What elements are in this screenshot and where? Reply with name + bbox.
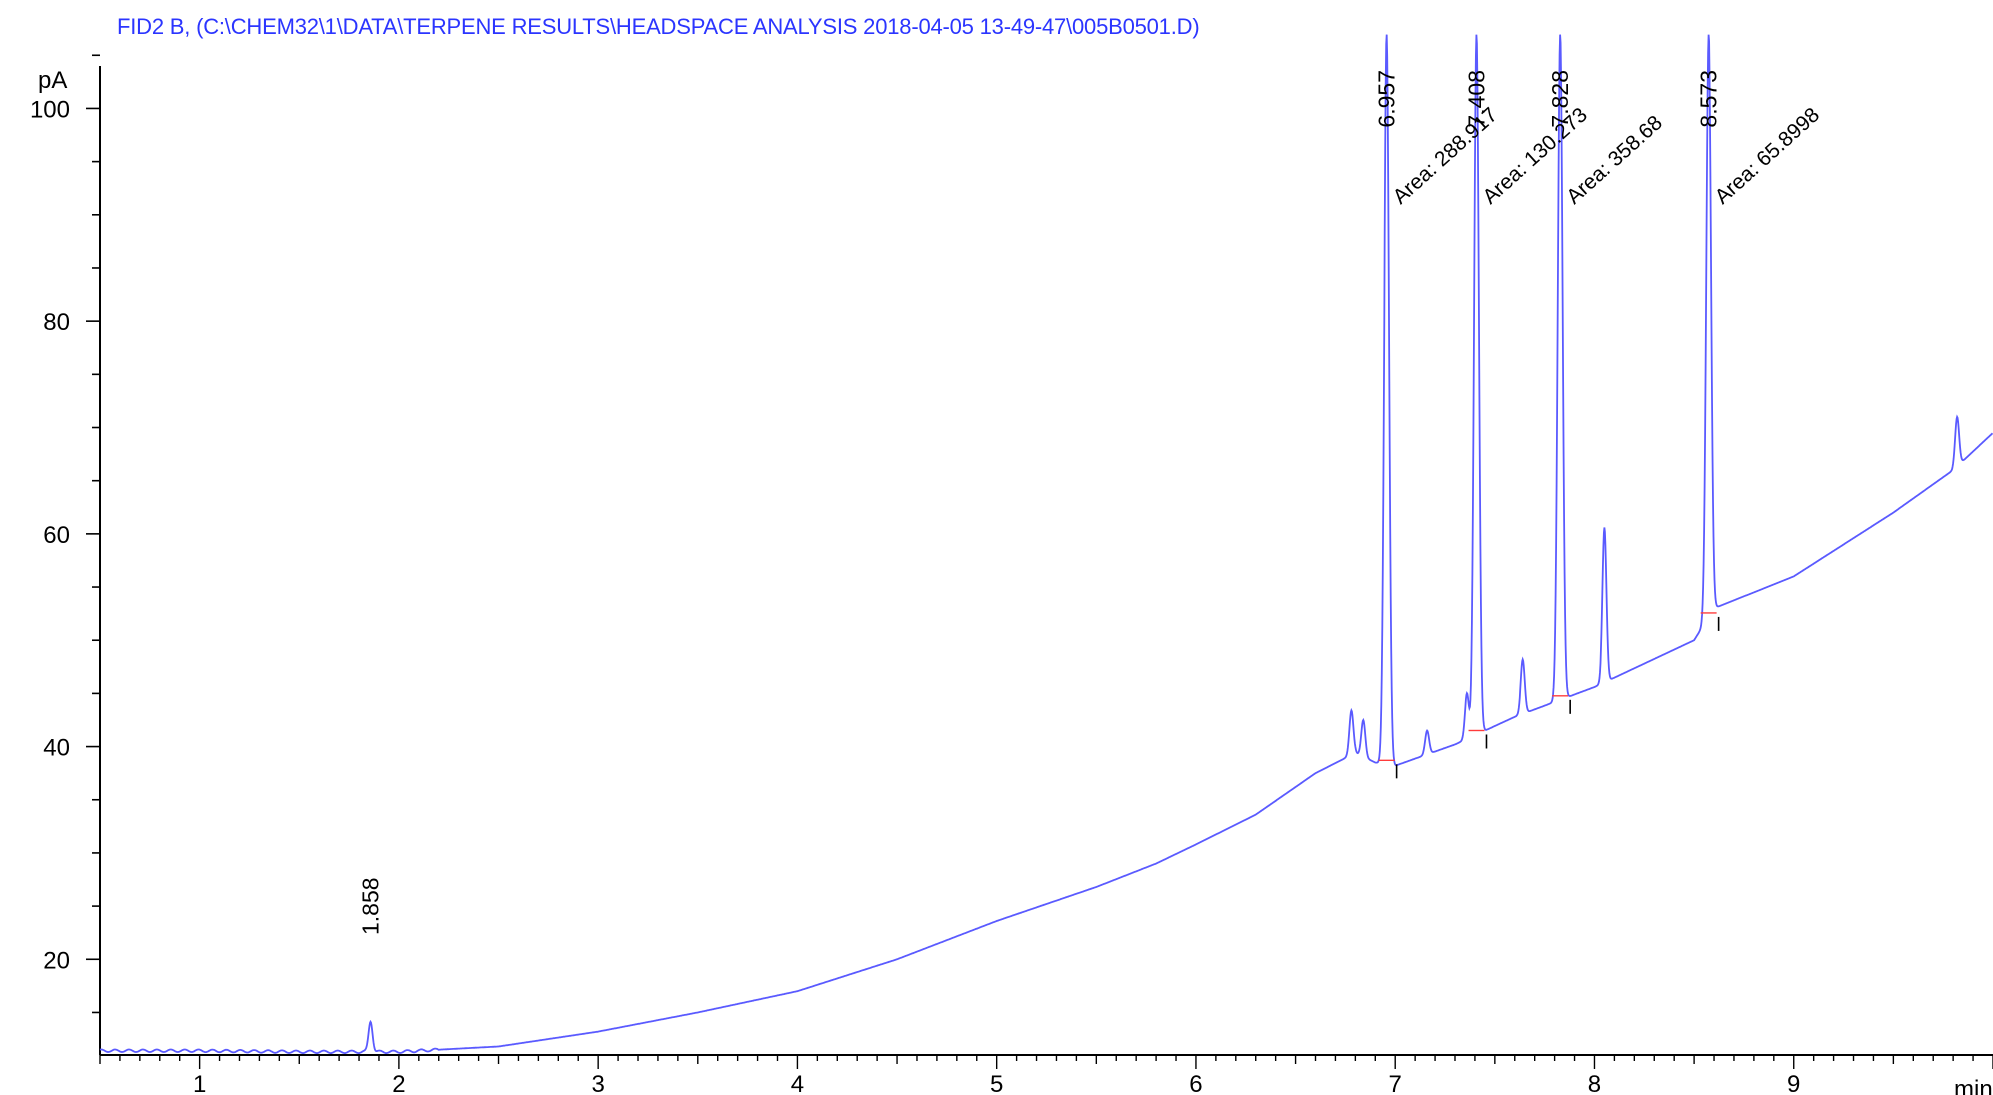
x-tick-label: 5 bbox=[990, 1071, 1003, 1095]
signal-line bbox=[99, 34, 1993, 1054]
y-tick-label: 20 bbox=[43, 947, 70, 974]
x-tick-label: 2 bbox=[392, 1071, 405, 1095]
area-label: Area: 65.8998 bbox=[1711, 103, 1824, 208]
y-tick-label: 40 bbox=[43, 735, 70, 762]
x-tick-label: 3 bbox=[591, 1071, 604, 1095]
chart-title: FID2 B, (C:\CHEM32\1\DATA\TERPENE RESULT… bbox=[117, 14, 1200, 39]
signal-trace bbox=[99, 34, 1993, 1054]
peak-rt-label: 7.408 bbox=[1464, 70, 1490, 128]
x-tick-label: 1 bbox=[193, 1071, 206, 1095]
y-tick-label: 80 bbox=[43, 309, 70, 336]
x-tick-label: 4 bbox=[791, 1071, 804, 1095]
peak-rt-label: 8.573 bbox=[1696, 70, 1722, 128]
x-tick-label: 7 bbox=[1389, 1071, 1402, 1095]
y-axis-title: pA bbox=[38, 67, 67, 94]
y-tick-label: 100 bbox=[30, 96, 70, 123]
x-axis-title: min bbox=[1954, 1076, 1993, 1095]
x-tick-label: 6 bbox=[1189, 1071, 1202, 1095]
axes: pA min bbox=[38, 66, 1993, 1095]
integration-markers bbox=[1378, 612, 1720, 779]
y-tick-label: 60 bbox=[43, 522, 70, 549]
x-tick-label: 9 bbox=[1787, 1071, 1800, 1095]
peak-rt-label: 1.858 bbox=[358, 877, 384, 935]
tick-marks: 20 40 60 80 100 1 2 3 4 5 6 7 8 9 bbox=[30, 54, 1993, 1095]
x-tick-label: 8 bbox=[1588, 1071, 1601, 1095]
peak-rt-label: 6.957 bbox=[1374, 70, 1400, 128]
peak-rt-label: 7.828 bbox=[1547, 70, 1573, 128]
